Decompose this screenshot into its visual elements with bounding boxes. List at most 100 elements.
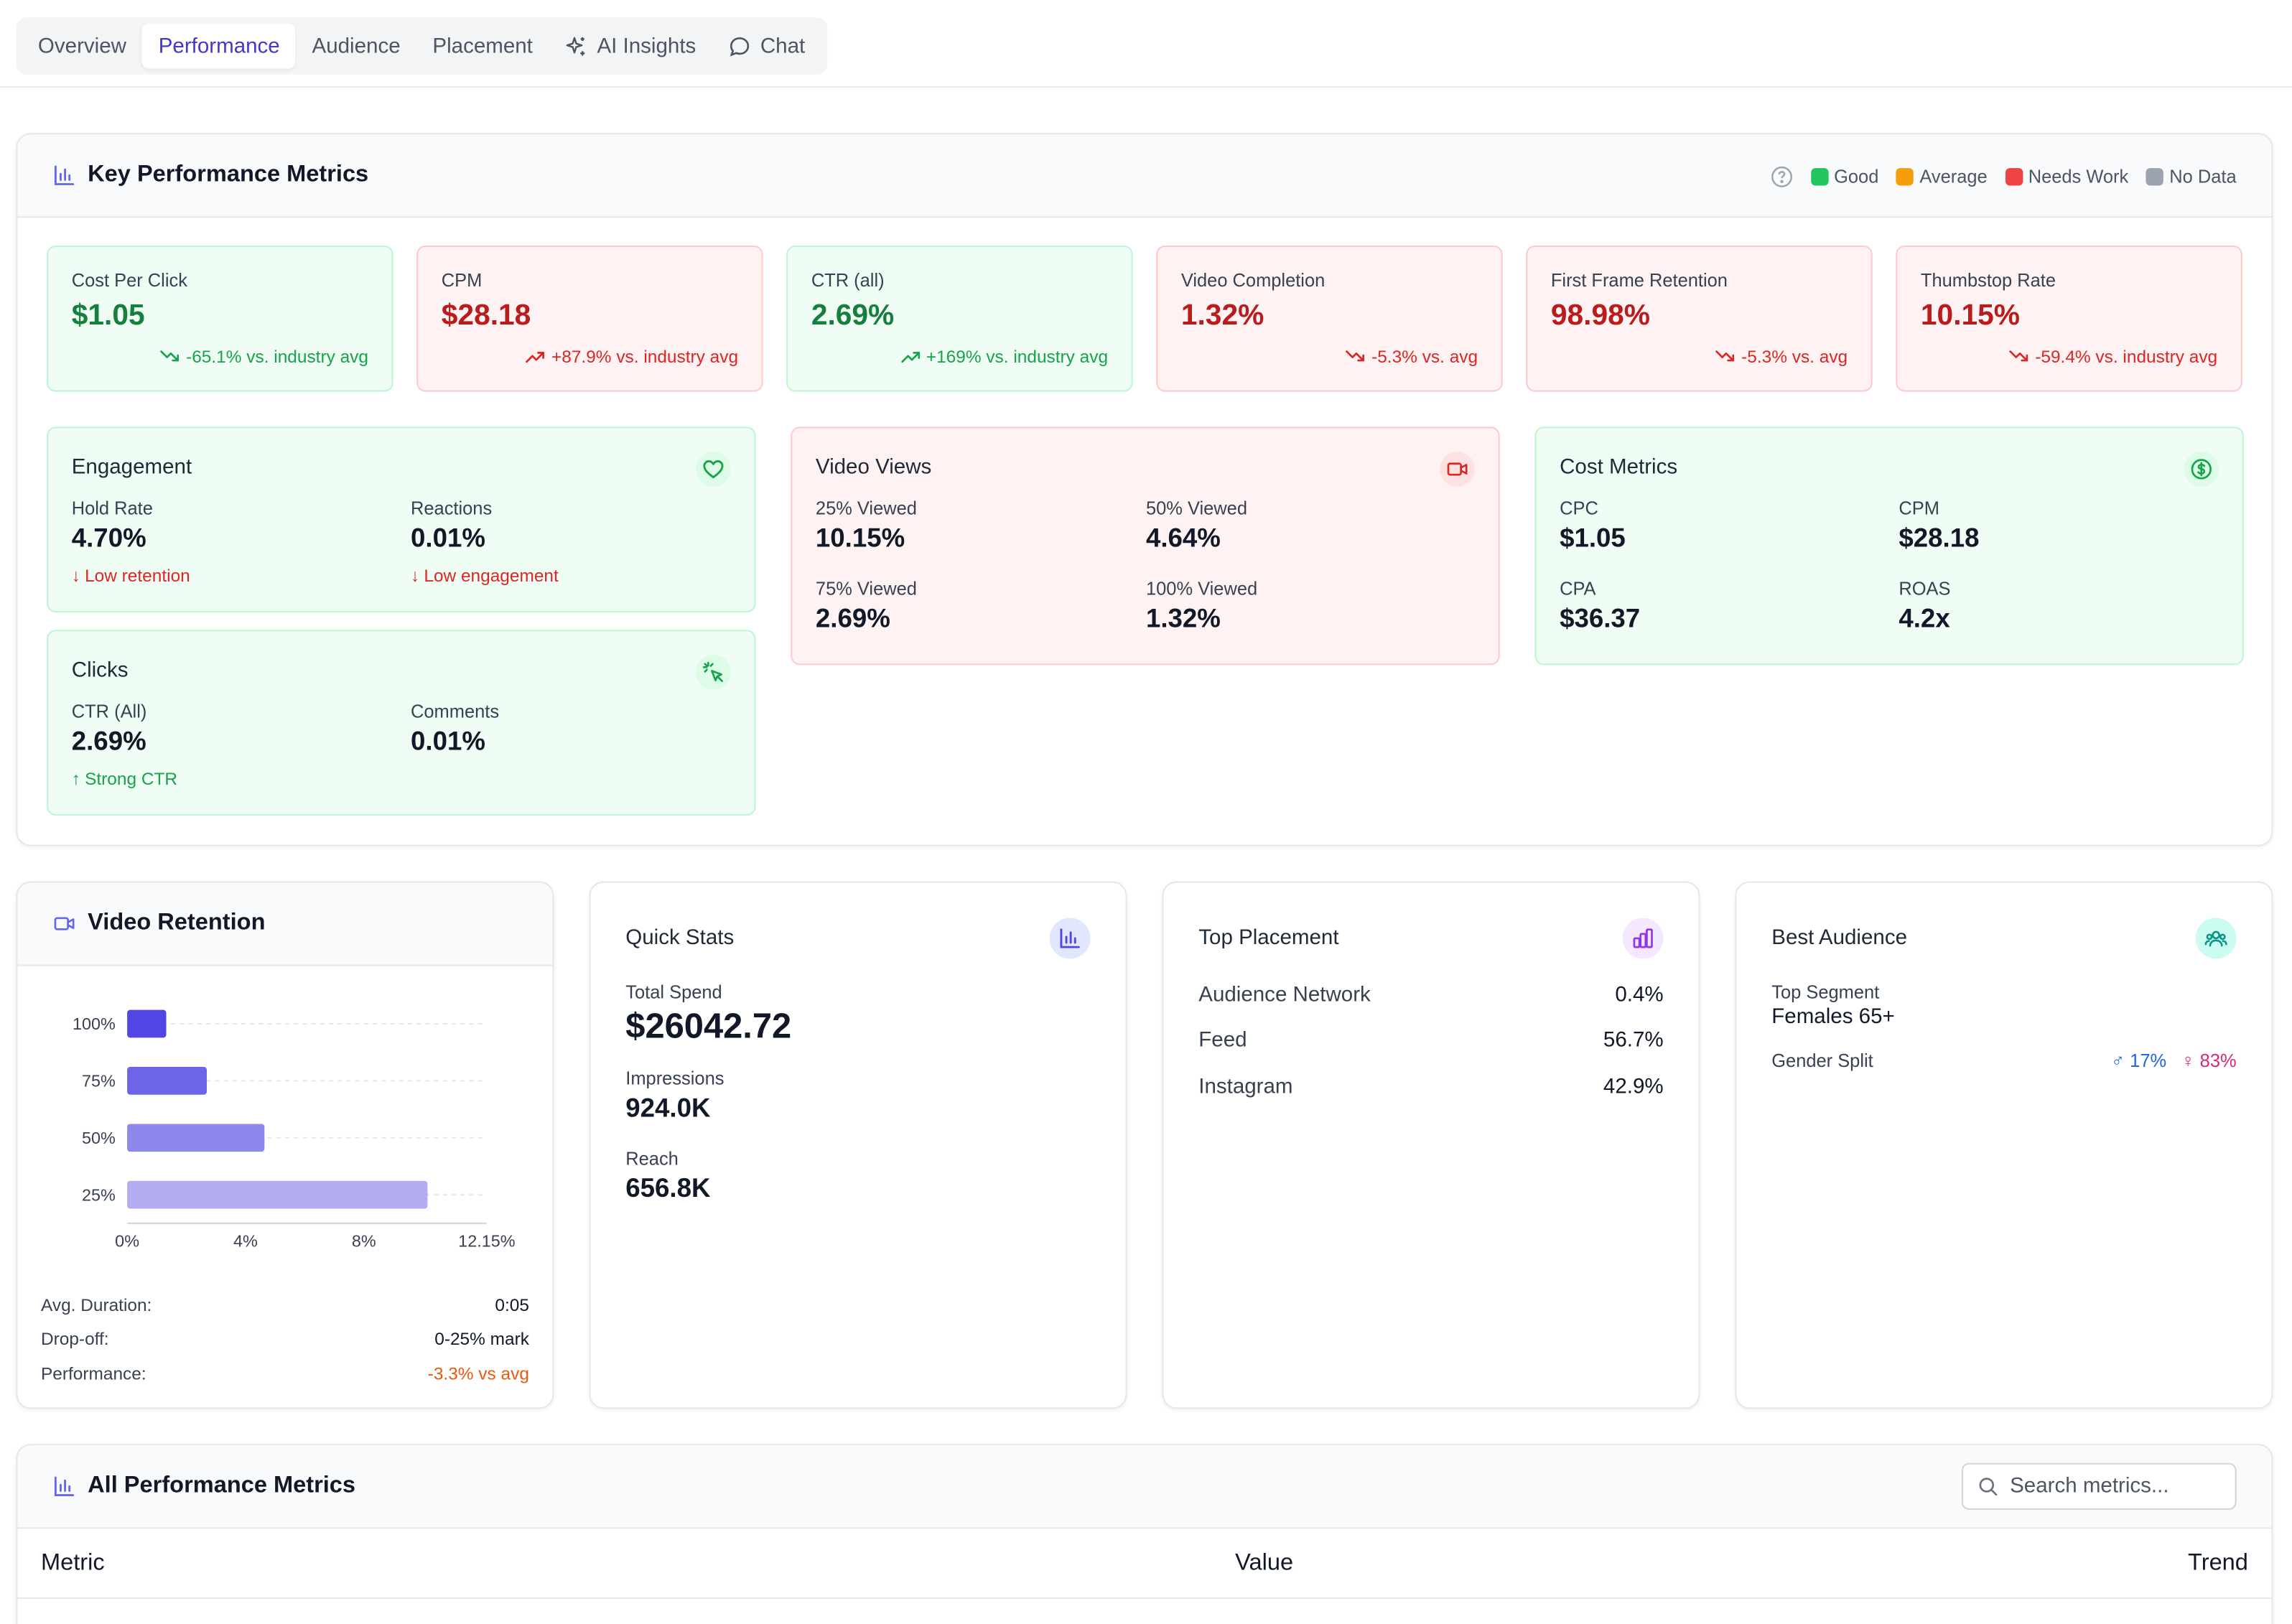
stat-label: Total Spend bbox=[625, 981, 722, 1003]
impressions: Impressions 924.0K bbox=[625, 1068, 724, 1124]
trending-down-icon bbox=[159, 346, 180, 366]
sub-label: CPA bbox=[1560, 579, 1596, 599]
retention-bar bbox=[127, 1180, 428, 1209]
all-metrics-header: All Performance Metrics bbox=[17, 1445, 2272, 1529]
tab-label: Overview bbox=[37, 34, 126, 58]
video-views-card: Video Views 25% Viewed 10.15% 50% Viewed… bbox=[791, 426, 1500, 666]
column-header-trend[interactable]: Trend bbox=[2188, 1550, 2248, 1576]
roas: ROAS 4.2x bbox=[1899, 579, 1950, 634]
sub-label: CPM bbox=[1899, 498, 1939, 519]
tab-chat[interactable]: Chat bbox=[712, 24, 821, 69]
ctr-all: CTR (All) 2.69% ↑ Strong CTR bbox=[72, 701, 177, 789]
hold-rate: Hold Rate 4.70% ↓ Low retention bbox=[72, 498, 190, 586]
sub-label: 25% Viewed bbox=[815, 498, 917, 519]
note-text: Low engagement bbox=[424, 565, 559, 587]
bar-chart-icon bbox=[52, 1475, 76, 1498]
metric-label: CPM bbox=[441, 270, 483, 291]
viewed-75: 75% Viewed 2.69% bbox=[816, 579, 917, 634]
sub-label: ROAS bbox=[1899, 579, 1951, 599]
tab-ai-insights[interactable]: AI Insights bbox=[549, 24, 712, 69]
metric-card-ctr: CTR (all) 2.69% +169% vs. industry avg bbox=[786, 245, 1133, 392]
search-input[interactable] bbox=[2010, 1475, 2215, 1498]
sub-label: Hold Rate bbox=[71, 498, 153, 519]
tab-label: Placement bbox=[432, 34, 533, 58]
metric-trend: -5.3% vs. avg bbox=[1345, 346, 1478, 367]
metric-value: 10.15% bbox=[1920, 299, 2021, 332]
kpi-header: Key Performance Metrics Good Average Nee… bbox=[17, 134, 2272, 218]
arrow-down-icon: ↓ bbox=[411, 565, 420, 587]
sub-value: 2.69% bbox=[815, 603, 890, 633]
category-label: 100% bbox=[73, 1014, 116, 1033]
heart-icon bbox=[695, 452, 731, 487]
metric-trend: +169% vs. industry avg bbox=[900, 346, 1108, 367]
gender-values: ♂ 17% ♀ 83% bbox=[2111, 1051, 2237, 1071]
engagement-card: Engagement Hold Rate 4.70% ↓ Low retentio… bbox=[47, 426, 756, 612]
metric-trend: -59.4% vs. industry avg bbox=[2009, 346, 2217, 367]
all-performance-metrics-panel: All Performance Metrics Metric Value Tre… bbox=[16, 1444, 2273, 1624]
tab-label: Performance bbox=[158, 34, 280, 58]
dropoff-row: Drop-off: 0-25% mark bbox=[41, 1328, 529, 1348]
panel-title: Key Performance Metrics bbox=[88, 162, 369, 187]
trend-text: -5.3% vs. avg bbox=[1371, 346, 1478, 367]
card-title: Video Views bbox=[815, 456, 932, 480]
help-circle-icon[interactable] bbox=[1770, 164, 1794, 188]
card-title: Best Audience bbox=[1771, 926, 1908, 951]
male-icon: ♂ bbox=[2110, 1050, 2125, 1072]
metric-card-thumbstop-rate: Thumbstop Rate 10.15% -59.4% vs. industr… bbox=[1896, 245, 2242, 392]
tab-performance[interactable]: Performance bbox=[142, 23, 297, 69]
card-title: Engagement bbox=[71, 456, 192, 480]
placement-value: 42.9% bbox=[1603, 1075, 1664, 1099]
category-label: 25% bbox=[82, 1185, 116, 1204]
sub-value: $28.18 bbox=[1899, 523, 1980, 553]
tab-overview[interactable]: Overview bbox=[22, 24, 143, 69]
legend-label: Needs Work bbox=[2028, 166, 2129, 187]
top-bar: Overview Performance Audience Placement … bbox=[0, 0, 2292, 88]
row-value: 0:05 bbox=[495, 1294, 529, 1316]
sub-label: CTR (All) bbox=[71, 701, 147, 722]
card-title: Quick Stats bbox=[625, 926, 735, 951]
viewed-25: 25% Viewed 10.15% bbox=[816, 498, 917, 554]
search-icon bbox=[1977, 1476, 1998, 1496]
panel-title: Video Retention bbox=[88, 910, 266, 935]
table-header: Metric Value Trend bbox=[17, 1529, 2272, 1600]
metric-card-cost-per-click: Cost Per Click $1.05 -65.1% vs. industry… bbox=[47, 245, 393, 392]
female-value: 83% bbox=[2199, 1050, 2237, 1072]
trend-text: -5.3% vs. avg bbox=[1741, 346, 1848, 367]
note-text: Low retention bbox=[85, 565, 190, 587]
placement-value: 0.4% bbox=[1615, 984, 1664, 1007]
stat-label: Gender Split bbox=[1771, 1050, 1873, 1072]
no-data-swatch bbox=[2146, 167, 2164, 185]
legend-average: Average bbox=[1896, 166, 1988, 187]
search-box[interactable] bbox=[1961, 1462, 2237, 1510]
cursor-click-icon bbox=[695, 654, 731, 690]
metric-label: Video Completion bbox=[1180, 270, 1326, 291]
legend-label: Average bbox=[1919, 166, 1988, 187]
sub-value: 0.01% bbox=[411, 523, 485, 553]
cpa: CPA $36.37 bbox=[1560, 579, 1640, 634]
row-value: 0-25% mark bbox=[434, 1328, 529, 1349]
tab-placement[interactable]: Placement bbox=[416, 24, 549, 69]
retention-bar bbox=[127, 1124, 265, 1152]
stat-value: 656.8K bbox=[625, 1173, 711, 1203]
legend-needs-work: Needs Work bbox=[2005, 166, 2129, 187]
metric-label: Thumbstop Rate bbox=[1920, 270, 2056, 291]
tab-audience[interactable]: Audience bbox=[296, 24, 416, 69]
metric-trend: -65.1% vs. industry avg bbox=[159, 346, 368, 367]
column-header-value[interactable]: Value bbox=[1235, 1550, 1294, 1576]
metric-trend: -5.3% vs. avg bbox=[1715, 346, 1848, 367]
trending-up-icon bbox=[525, 346, 545, 366]
row-label: Avg. Duration: bbox=[40, 1294, 152, 1316]
sub-label: 100% Viewed bbox=[1145, 579, 1258, 599]
retention-bar bbox=[127, 1067, 207, 1095]
metric-card-cpm: CPM $28.18 +87.9% vs. industry avg bbox=[416, 245, 763, 392]
viewed-50: 50% Viewed 4.64% bbox=[1146, 498, 1247, 554]
placement-name: Feed bbox=[1198, 1029, 1247, 1053]
male-split: ♂ 17% bbox=[2111, 1051, 2166, 1071]
tab-label: Chat bbox=[760, 34, 806, 58]
metric-label: Cost Per Click bbox=[71, 270, 187, 291]
metric-trend: +87.9% vs. industry avg bbox=[525, 346, 738, 367]
legend-good: Good bbox=[1810, 166, 1878, 187]
trend-text: -65.1% vs. industry avg bbox=[186, 346, 368, 367]
column-header-metric[interactable]: Metric bbox=[40, 1550, 105, 1576]
metric-value: 2.69% bbox=[811, 299, 895, 332]
